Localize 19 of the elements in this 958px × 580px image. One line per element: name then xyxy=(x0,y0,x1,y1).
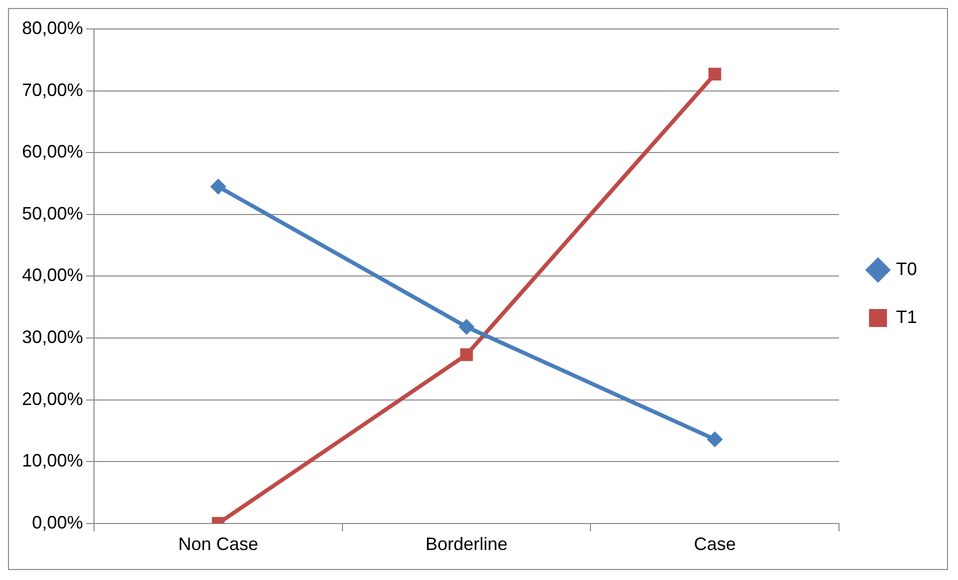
y-tick-label: 70,00% xyxy=(22,80,84,100)
point xyxy=(458,318,475,335)
y-tick-label: 50,00% xyxy=(22,203,84,224)
y-tick-label: 60,00% xyxy=(22,142,84,162)
point xyxy=(706,431,723,448)
legend-label: T0 xyxy=(896,258,918,279)
point xyxy=(210,178,226,195)
y-tick-label: 30,00% xyxy=(22,326,84,347)
x-tick-label: Borderline xyxy=(426,534,508,554)
legend-label: T1 xyxy=(896,306,918,327)
y-tick-label: 10,00% xyxy=(22,450,84,471)
y-tick-label: 20,00% xyxy=(22,388,84,409)
point xyxy=(460,348,473,362)
y-tick-label: 40,00% xyxy=(22,265,84,286)
y-tick-label: 80,00% xyxy=(22,18,84,38)
x-tick-label: Case xyxy=(694,534,736,554)
y-tick-label: 0,00% xyxy=(32,512,84,532)
x-tick-label: Non Case xyxy=(178,534,258,554)
point xyxy=(708,68,722,80)
